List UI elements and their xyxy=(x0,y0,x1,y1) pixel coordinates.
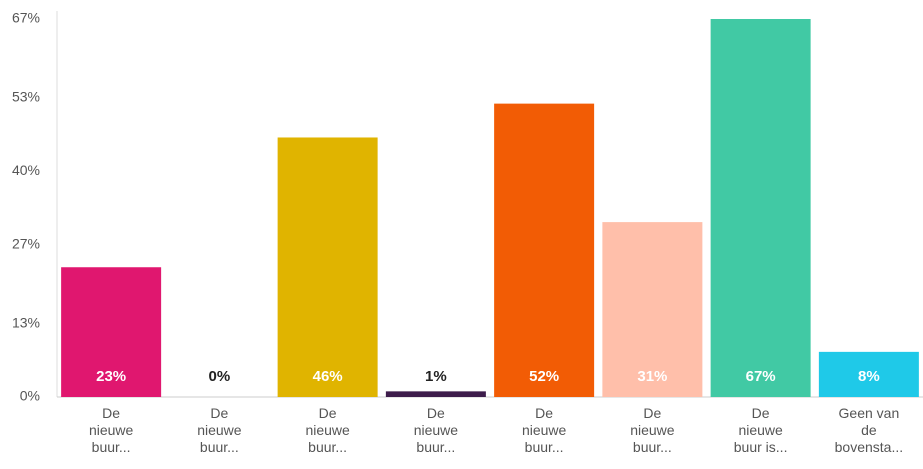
x-tick-label: De nieuwe buur... xyxy=(197,405,242,455)
x-tick-label: De nieuwe buur... xyxy=(630,405,675,455)
x-tick-label: De nieuwe buur... xyxy=(413,405,459,455)
y-tick-label: 13% xyxy=(12,314,40,330)
x-tick-label: De nieuwe buur is... xyxy=(733,405,788,455)
y-tick-label: 27% xyxy=(12,235,40,251)
y-tick-label: 67% xyxy=(12,10,40,26)
bar xyxy=(818,351,919,397)
y-tick-label: 40% xyxy=(12,162,40,178)
data-label: 31% xyxy=(637,368,667,385)
x-tick-label: De nieuwe buur... xyxy=(88,405,134,455)
x-tick-label: De nieuwe buur... xyxy=(521,405,567,455)
data-label: 8% xyxy=(858,368,880,385)
data-label: 67% xyxy=(746,368,776,385)
y-tick-label: 53% xyxy=(12,89,40,105)
bar xyxy=(494,103,595,398)
x-tick-label: Geen van de bovensta... xyxy=(834,405,904,455)
data-label: 1% xyxy=(425,368,447,385)
x-tick-label: De nieuwe buur... xyxy=(305,405,350,455)
data-label: 23% xyxy=(96,368,126,385)
bar xyxy=(277,137,378,398)
data-label: 52% xyxy=(529,368,559,385)
data-label: 0% xyxy=(209,368,231,385)
bar xyxy=(385,391,486,397)
bar xyxy=(710,19,811,397)
y-tick-label: 0% xyxy=(20,388,40,404)
data-label: 46% xyxy=(313,368,343,385)
bar xyxy=(602,222,703,397)
bar xyxy=(61,267,162,397)
